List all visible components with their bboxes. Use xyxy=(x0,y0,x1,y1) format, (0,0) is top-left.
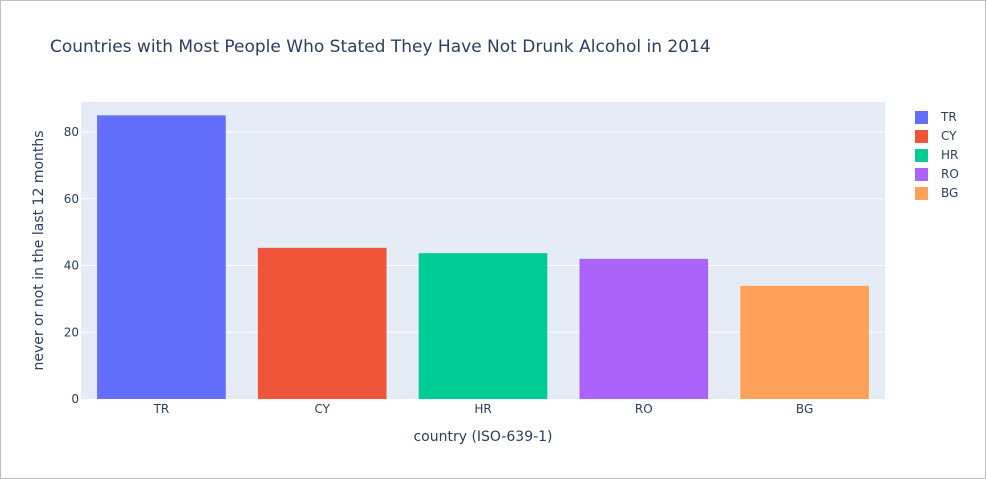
bar-hr[interactable] xyxy=(418,253,548,399)
chart-title: Countries with Most People Who Stated Th… xyxy=(50,37,711,57)
bars xyxy=(97,115,869,399)
legend-label: BG xyxy=(941,186,958,200)
y-tick-label: 80 xyxy=(64,125,79,139)
bar-ro[interactable] xyxy=(579,258,709,399)
legend-swatch xyxy=(915,168,928,181)
x-tick-label: HR xyxy=(474,402,491,416)
y-tick-label: 0 xyxy=(71,392,79,406)
legend-label: CY xyxy=(941,129,957,143)
legend-swatch xyxy=(915,111,928,124)
legend-swatch xyxy=(915,130,928,143)
y-axis-title: never or not in the last 12 months xyxy=(31,130,47,370)
legend-item-ro[interactable]: RO xyxy=(915,167,959,181)
bar-bg[interactable] xyxy=(740,285,869,399)
x-axis-title: country (ISO-639-1) xyxy=(413,429,552,445)
legend: TR CY HR RO BG xyxy=(915,110,959,200)
legend-label: TR xyxy=(940,110,957,124)
y-tick-label: 20 xyxy=(64,325,79,339)
x-tick-label: TR xyxy=(153,402,170,416)
legend-item-bg[interactable]: BG xyxy=(915,186,958,200)
x-axis-ticks: TR CY HR RO BG xyxy=(153,402,814,416)
legend-label: HR xyxy=(941,148,958,162)
legend-swatch xyxy=(915,187,928,200)
legend-swatch xyxy=(915,149,928,162)
x-tick-label: CY xyxy=(314,402,330,416)
legend-item-cy[interactable]: CY xyxy=(915,129,957,143)
legend-item-hr[interactable]: HR xyxy=(915,148,958,162)
y-tick-label: 40 xyxy=(64,259,79,273)
bar-tr[interactable] xyxy=(97,115,226,399)
x-tick-label: RO xyxy=(635,402,653,416)
bar-cy[interactable] xyxy=(257,247,387,399)
legend-item-tr[interactable]: TR xyxy=(915,110,957,124)
y-axis-ticks: 0 20 40 60 80 xyxy=(64,125,79,406)
legend-label: RO xyxy=(941,167,959,181)
x-tick-label: BG xyxy=(796,402,813,416)
y-tick-label: 60 xyxy=(64,192,79,206)
